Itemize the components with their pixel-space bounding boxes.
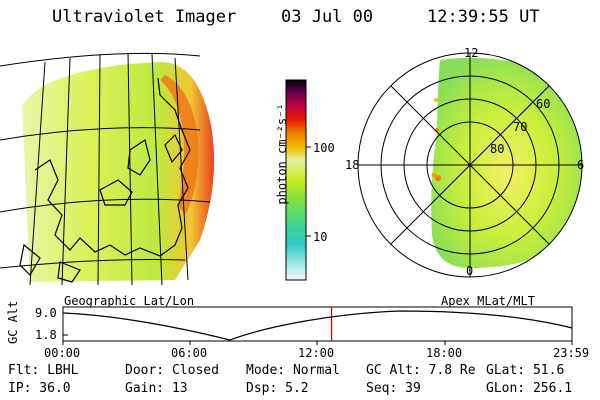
info-gain: Gain: 13: [125, 381, 188, 396]
altitude-xtick-0000: 00:00: [44, 346, 81, 360]
altitude-xtick-1800: 18:00: [426, 346, 463, 360]
geographic-map: [0, 52, 215, 286]
altitude-xtick-1200: 12:00: [298, 346, 335, 360]
date-display: 03 Jul 00: [281, 7, 374, 27]
altitude-curve: [62, 310, 573, 341]
mlt-label-6: 6: [577, 158, 585, 172]
colorbar-unit-label: photon cm⁻²s⁻¹: [275, 103, 289, 205]
info-glon: GLon: 256.1: [486, 381, 573, 396]
lat-label-60: 60: [536, 97, 551, 111]
lat-label-70: 70: [513, 120, 528, 134]
polar-panel-label: Apex MLat/MLT: [441, 294, 535, 308]
altitude-plot: [62, 306, 573, 345]
info-seq: Seq: 39: [366, 381, 421, 396]
aurora-oval-polar: [431, 57, 582, 268]
aurora-hotspot: [160, 75, 199, 215]
info-mode: Mode: Normal: [246, 363, 340, 378]
altitude-xtick-2359: 23:59: [553, 346, 590, 360]
coastlines: [19, 77, 191, 283]
lat-label-80: 80: [490, 142, 505, 156]
altitude-ytick-low: 1.8: [35, 328, 57, 342]
info-gc-alt: GC Alt: 7.8 Re: [366, 363, 476, 378]
latlon-grid: [0, 52, 211, 286]
altitude-ylabel: GC Alt: [6, 300, 20, 344]
aurora-oval-geo: [22, 62, 215, 282]
colorbar: [285, 79, 311, 281]
info-glat: GLat: 51.6: [486, 363, 565, 378]
altitude-ytick-high: 9.0: [35, 306, 57, 320]
colorbar-tick-10: 10: [313, 230, 328, 244]
info-dsp: Dsp: 5.2: [246, 381, 309, 396]
mlt-label-12: 12: [464, 46, 479, 60]
info-door: Door: Closed: [125, 363, 219, 378]
time-display: 12:39:55 UT: [427, 7, 540, 27]
info-flt: Flt: LBHL: [8, 363, 79, 378]
mlt-label-0: 0: [466, 264, 474, 278]
info-ip: IP: 36.0: [8, 381, 71, 396]
colorbar-tick-100: 100: [313, 141, 335, 155]
mlt-label-18: 18: [345, 158, 360, 172]
geo-panel-label: Geographic Lat/Lon: [64, 294, 195, 308]
polar-plot: [357, 52, 583, 278]
altitude-xtick-0600: 06:00: [171, 346, 208, 360]
app-title: Ultraviolet Imager: [52, 7, 237, 27]
